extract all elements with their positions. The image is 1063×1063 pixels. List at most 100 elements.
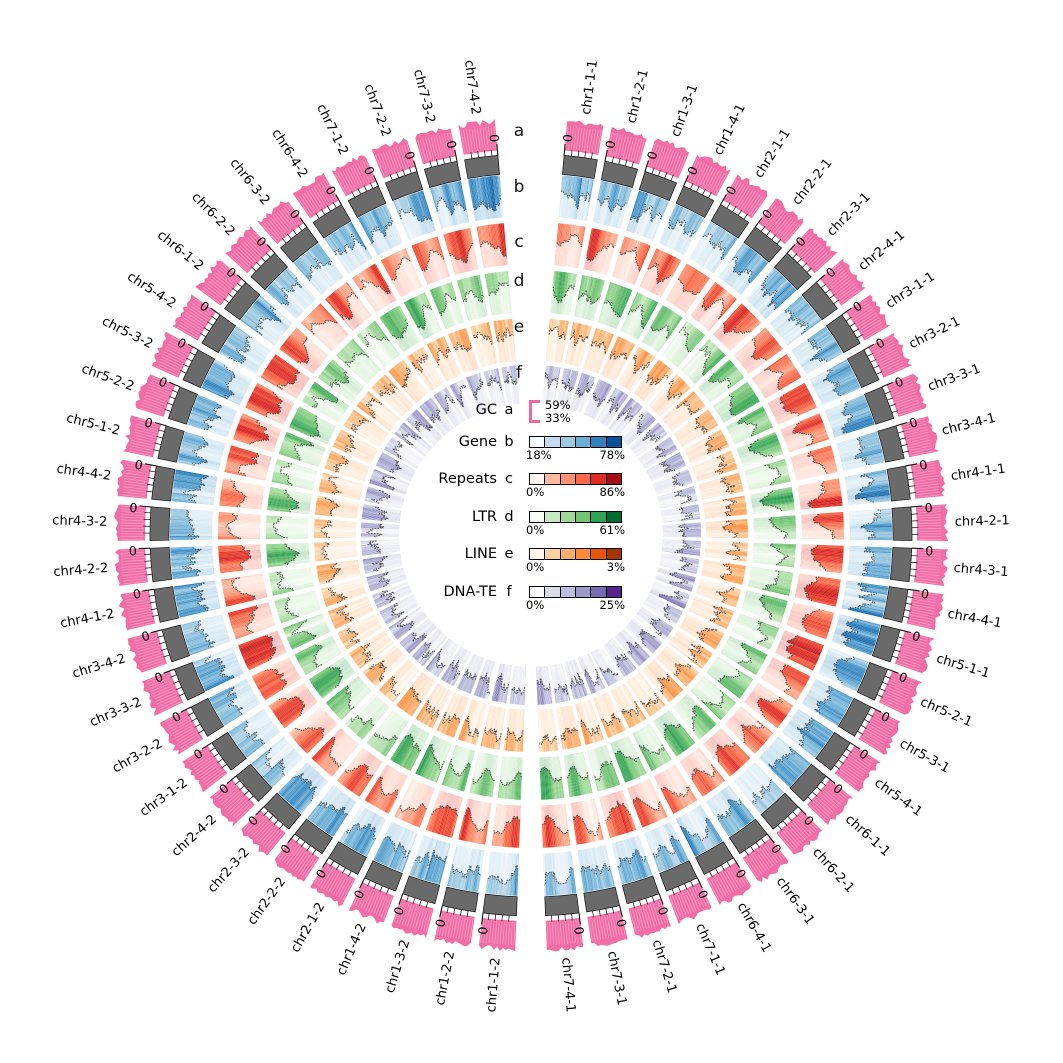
histogram-veil <box>479 659 498 694</box>
scale-tick <box>144 560 151 562</box>
legend-row-ltr: LTR d 0% 61% <box>417 510 625 536</box>
histogram-outline <box>186 509 200 540</box>
origin-tick <box>850 742 861 750</box>
histogram-veil <box>265 736 303 776</box>
chromosome-arc <box>116 459 152 499</box>
chromosome-label: chr7-1-2 <box>313 102 351 158</box>
scale-tick <box>829 294 835 299</box>
scale-ring-segment <box>621 875 660 905</box>
histogram-outline <box>284 543 300 566</box>
track-letter: d <box>514 271 525 291</box>
histogram-outline <box>694 416 709 434</box>
histogram-outline <box>580 719 600 737</box>
histogram-outline <box>700 690 725 709</box>
origin-tick <box>398 893 404 905</box>
histogram-outline <box>401 367 412 389</box>
chromosome-arc <box>706 862 751 906</box>
histogram-outline <box>328 476 342 495</box>
histogram-outline <box>715 741 736 763</box>
histogram-outline <box>254 305 283 336</box>
scale-ring-segment <box>882 586 909 623</box>
histogram-veil <box>336 596 374 622</box>
histogram-veil <box>662 400 700 431</box>
histogram-veil <box>415 420 443 446</box>
scale-tick <box>787 816 793 822</box>
scale-ring-segment <box>161 624 191 663</box>
chromosome-label: chr3-2-1 <box>907 314 963 352</box>
scale-tick <box>369 182 374 189</box>
histogram-veil <box>375 506 402 523</box>
histogram-veil <box>401 367 428 404</box>
legend-label: GC <box>475 402 497 418</box>
histogram-veil <box>627 672 658 707</box>
scale-tick <box>320 208 326 215</box>
scale-tick <box>183 363 190 368</box>
histogram-outline <box>645 373 669 386</box>
histogram-veil <box>452 845 485 878</box>
histogram-outline <box>552 284 576 304</box>
histogram-outline <box>854 436 870 466</box>
scale-tick <box>838 759 845 765</box>
histogram-outline <box>641 429 661 443</box>
scale-tick <box>278 824 284 830</box>
origin-label: 0 <box>920 586 930 602</box>
histogram-outline <box>369 659 387 682</box>
scale-tick <box>373 883 377 890</box>
histogram-veil <box>265 391 295 425</box>
histogram-veil <box>732 613 768 644</box>
histogram-outline <box>580 863 611 875</box>
scale-ring-segment <box>675 185 715 218</box>
histogram-veil <box>275 566 314 591</box>
histogram-veil <box>245 602 276 634</box>
origin-tick <box>815 274 826 283</box>
histogram-veil <box>326 559 361 583</box>
scale-ring-segment <box>695 841 734 875</box>
scale-tick <box>379 885 383 892</box>
histogram-veil <box>583 392 606 420</box>
histogram-veil <box>575 699 600 736</box>
histogram-veil <box>672 694 702 732</box>
scale-tick <box>651 896 655 903</box>
histogram-veil <box>366 398 400 431</box>
histogram-outline <box>577 289 601 305</box>
chromosome-arc <box>135 374 176 417</box>
scale-tick <box>671 888 675 896</box>
chromosome-arc <box>910 459 946 499</box>
histogram-veil <box>752 542 789 566</box>
histogram-veil <box>648 380 682 417</box>
colorbar-cell <box>530 474 546 484</box>
histogram-outline <box>671 472 685 487</box>
histogram-veil <box>713 323 752 352</box>
scale-ring-segment <box>729 818 768 855</box>
scale-tick <box>412 897 416 905</box>
scale-tick <box>186 357 193 362</box>
histogram-veil <box>310 320 349 352</box>
chromosome-label: chr3-3-2 <box>88 695 144 730</box>
chromosome-arc <box>834 745 881 793</box>
histogram-outline <box>272 516 288 539</box>
scale-tick <box>732 205 737 213</box>
histogram-veil <box>430 409 454 436</box>
chromosome-label: chr4-3-2 <box>52 513 107 530</box>
scale-tick <box>332 201 337 208</box>
origin-label: 0 <box>602 139 618 150</box>
histogram-outline <box>436 647 446 669</box>
histogram-veil <box>720 635 752 664</box>
scale-tick <box>892 655 899 659</box>
chromosome-arc <box>545 917 584 952</box>
scale-tick <box>221 763 227 769</box>
scale-ring-segment <box>659 860 698 892</box>
scale-tick <box>605 908 608 916</box>
origin-label: 0 <box>432 917 448 928</box>
histogram-veil <box>368 539 400 554</box>
scale-tick <box>894 649 901 653</box>
colorbar-widget: 0% 61% <box>526 511 625 536</box>
histogram-outline <box>803 576 820 602</box>
histogram-outline <box>479 240 507 257</box>
colorbar-cell <box>591 587 607 597</box>
chromosome-arc <box>434 910 475 947</box>
scale-ring-segment <box>743 226 782 263</box>
scale-tick <box>715 868 719 875</box>
scale-tick <box>755 842 761 849</box>
chromosome-arc <box>685 154 731 197</box>
